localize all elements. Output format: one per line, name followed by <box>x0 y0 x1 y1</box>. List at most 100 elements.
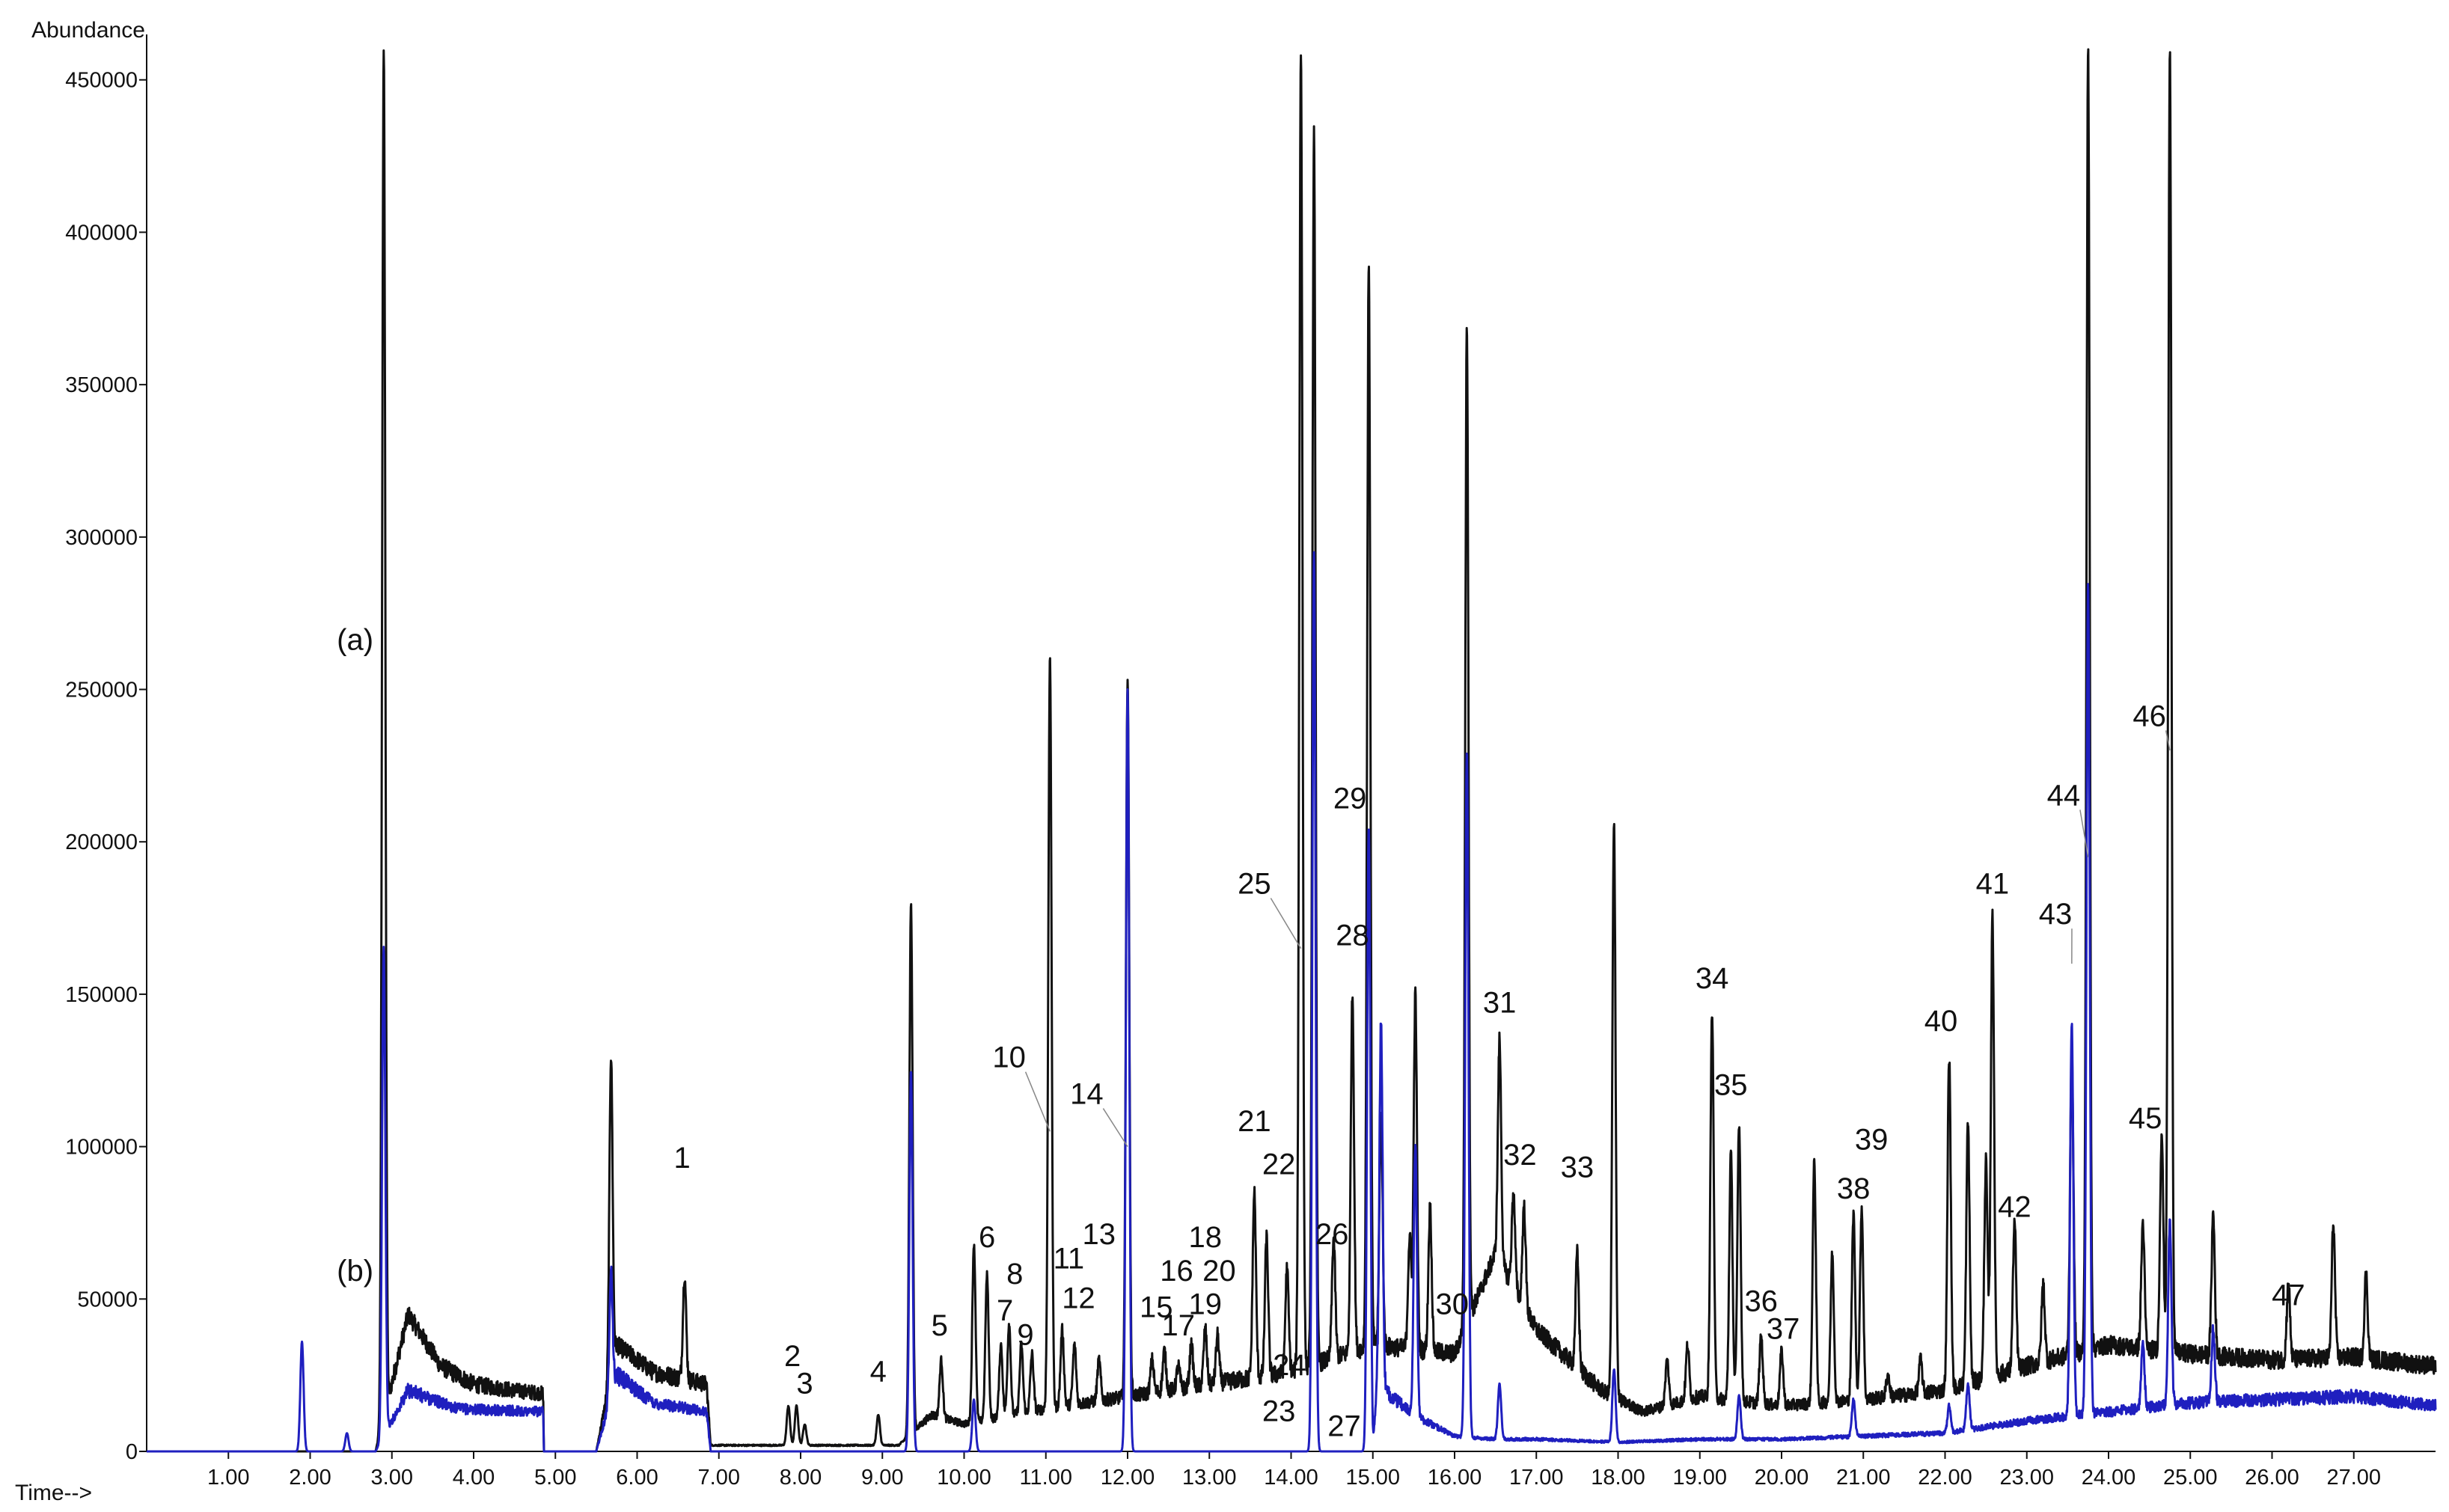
peak-label: 23 <box>1262 1395 1296 1427</box>
series-line-a <box>145 48 2437 1453</box>
peak-label: 7 <box>997 1294 1013 1327</box>
peak-label: 47 <box>2272 1279 2305 1311</box>
peak-label: 33 <box>1561 1151 1595 1184</box>
peak-label: 24 <box>1273 1349 1306 1382</box>
x-tick-label: 4.00 <box>453 1466 495 1490</box>
peak-label: 30 <box>1435 1288 1469 1321</box>
peak-label: 34 <box>1696 962 1729 995</box>
x-tick-label: 22.00 <box>1918 1466 1972 1490</box>
peak-label: 15 <box>1140 1291 1173 1324</box>
curve-label: (b) <box>337 1255 373 1288</box>
labels-layer: (a)(b)123 4567891011121314151617181920212… <box>337 624 2305 1443</box>
peak-label: 21 <box>1238 1105 1271 1138</box>
x-tick-label: 23.00 <box>1999 1466 2054 1490</box>
y-tick-label: 100000 <box>65 1136 138 1160</box>
peak-label: 35 <box>1714 1068 1748 1101</box>
y-tick-label: 350000 <box>65 373 138 397</box>
peak-label: 19 <box>1189 1288 1223 1321</box>
peak-leader-line <box>2079 809 2089 857</box>
y-tick-label: 400000 <box>65 221 138 245</box>
peak-label: 2 <box>784 1340 801 1373</box>
y-tick-label: 250000 <box>65 679 138 703</box>
x-tick-label: 9.00 <box>861 1466 903 1490</box>
peak-label: 36 <box>1744 1285 1778 1318</box>
peak-label: 43 <box>2039 898 2073 931</box>
x-tick-label: 14.00 <box>1264 1466 1318 1490</box>
peak-label: 42 <box>1998 1190 2031 1223</box>
y-tick-label: 450000 <box>65 69 138 93</box>
peak-leader-line <box>1024 1071 1051 1132</box>
x-tick-label: 27.00 <box>2326 1466 2381 1490</box>
peak-label: 12 <box>1062 1282 1095 1315</box>
series-layer <box>145 48 2437 1453</box>
x-tick-label: 10.00 <box>937 1466 991 1490</box>
peak-label: 8 <box>1006 1258 1023 1291</box>
peak-label: 1 <box>673 1142 690 1175</box>
x-tick-label: 18.00 <box>1591 1466 1645 1490</box>
x-tick-label: 5.00 <box>534 1466 576 1490</box>
y-tick-label: 150000 <box>65 983 138 1007</box>
peak-label: 28 <box>1336 919 1369 952</box>
y-tick-label: 50000 <box>77 1288 138 1311</box>
peak-label: 22 <box>1262 1148 1296 1181</box>
y-tick-label: 200000 <box>65 830 138 854</box>
peak-label: 44 <box>2047 779 2081 812</box>
x-tick-label: 7.00 <box>698 1466 740 1490</box>
peak-label: 29 <box>1333 782 1367 815</box>
peak-label: 31 <box>1483 986 1517 1019</box>
peak-label: 14 <box>1070 1078 1104 1111</box>
peak-label: 6 <box>979 1221 995 1254</box>
x-tick-label: 1.00 <box>207 1466 249 1490</box>
y-tick-label: 0 <box>126 1440 138 1464</box>
axes-layer: 0 50000 100000 150000 200000 250000 300000 3500… <box>65 34 2436 1490</box>
x-tick-label: 24.00 <box>2082 1466 2136 1490</box>
peak-label: 32 <box>1503 1139 1537 1172</box>
peak-label: 45 <box>2129 1102 2162 1135</box>
x-tick-label: 8.00 <box>780 1466 822 1490</box>
peak-label: 26 <box>1315 1218 1349 1251</box>
peak-label: 11 <box>1054 1243 1085 1276</box>
x-tick-label: 21.00 <box>1836 1466 1891 1490</box>
peak-label: 3 <box>796 1368 813 1401</box>
peak-label: 46 <box>2132 700 2166 732</box>
x-tick-label: 6.00 <box>616 1466 658 1490</box>
peak-leader-line <box>1102 1108 1128 1148</box>
x-tick-label: 15.00 <box>1345 1466 1400 1490</box>
x-tick-label: 12.00 <box>1101 1466 1155 1490</box>
y-axis-title: Abundance <box>31 18 145 43</box>
x-tick-label: 20.00 <box>1755 1466 1809 1490</box>
peak-label: 25 <box>1238 867 1271 900</box>
peak-leader-line <box>2165 730 2171 751</box>
x-axis-title: Time--> <box>15 1481 92 1505</box>
x-tick-label: 13.00 <box>1182 1466 1237 1490</box>
peak-label: 27 <box>1327 1410 1361 1443</box>
peak-label: 20 <box>1202 1255 1236 1288</box>
peak-label: 10 <box>992 1041 1026 1074</box>
peak-label: 40 <box>1924 1005 1958 1038</box>
peak-label: 38 <box>1837 1172 1871 1205</box>
peak-label: 41 <box>1976 867 2010 900</box>
x-tick-label: 17.00 <box>1509 1466 1564 1490</box>
peak-label: 16 <box>1160 1255 1193 1288</box>
peak-label: 4 <box>870 1355 887 1388</box>
x-tick-label: 11.00 <box>1020 1466 1072 1490</box>
peak-label: 9 <box>1017 1318 1033 1351</box>
peak-leader-line <box>1270 898 1302 949</box>
x-tick-label: 2.00 <box>289 1466 331 1490</box>
peak-label: 5 <box>932 1309 948 1342</box>
x-tick-label: 19.00 <box>1672 1466 1727 1490</box>
peak-label: 13 <box>1083 1218 1116 1251</box>
peak-label: 18 <box>1189 1221 1223 1254</box>
y-tick-label: 300000 <box>65 526 138 550</box>
x-tick-label: 25.00 <box>2163 1466 2218 1490</box>
x-tick-label: 16.00 <box>1428 1466 1482 1490</box>
peak-label: 39 <box>1855 1124 1889 1157</box>
x-tick-label: 3.00 <box>371 1466 413 1490</box>
series-line-b <box>145 551 2437 1453</box>
x-tick-label: 26.00 <box>2245 1466 2299 1490</box>
peak-label: 37 <box>1767 1312 1800 1345</box>
curve-label: (a) <box>337 624 373 657</box>
